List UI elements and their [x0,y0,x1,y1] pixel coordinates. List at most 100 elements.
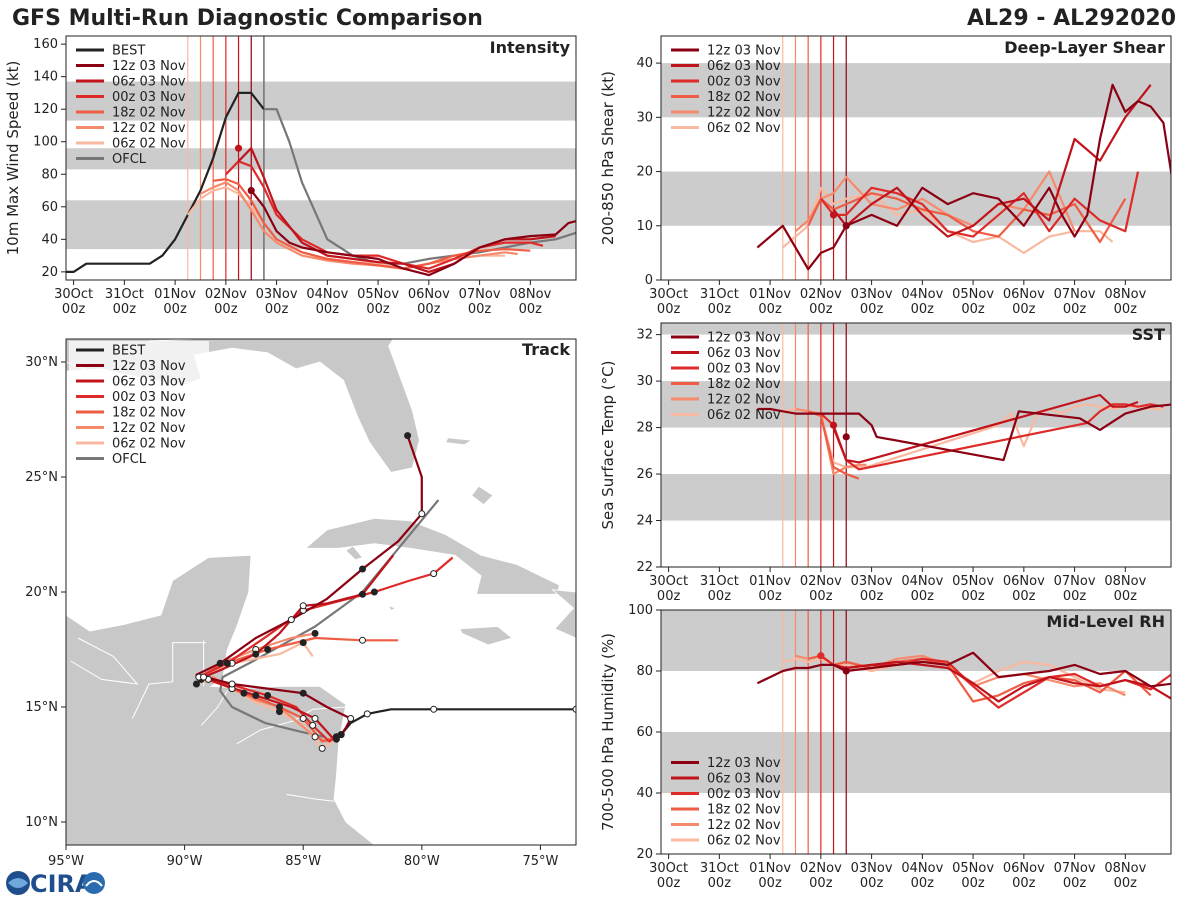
track-ytick-label: 15°N [25,700,58,715]
rh-ylabel: 700-500 hPa Humidity (%) [599,633,617,831]
track-legend-label: 06z 02 Nov [112,437,186,452]
shear-series-18z-02-Nov [807,192,1127,244]
shear-xtick-label-date: 06Nov [1003,287,1045,302]
shear-xtick-label-date: 31Oct [700,287,739,302]
intensity-xtick-label-hour: 00z [62,302,86,317]
intensity-plot-area [66,36,576,280]
track-legend-label: BEST [112,344,145,359]
cira-logo: CIRA [6,870,105,898]
sst-title: SST [1132,325,1165,344]
rh-xtick-label-hour: 00z [657,876,681,891]
sst-legend-label: 06z 02 Nov [707,408,781,423]
track-legend-label: 12z 03 Nov [112,359,186,374]
shear-legend-label: 00z 03 Nov [707,75,781,90]
sst-xtick-label-date: 05Nov [952,574,994,589]
sst-ytick-label: 22 [636,560,653,575]
track-position-marker [359,565,367,573]
sst-xtick-label-hour: 00z [809,589,833,604]
intensity-series-BEST [66,91,265,273]
intensity-xtick-label-hour: 00z [468,302,492,317]
storm-id: AL29 - AL292020 [967,6,1176,31]
intensity-xtick-label-hour: 00z [113,302,137,317]
sst-ytick-label: 32 [636,328,653,343]
sst-xtick-label-hour: 00z [911,589,935,604]
track-position-marker [347,715,355,722]
track-position-marker [332,735,340,743]
intensity-band [66,81,576,121]
sst-init-marker [829,421,838,429]
intensity-ytick-label: 100 [33,135,58,150]
track-position-marker [275,703,283,711]
rh-xtick-label-hour: 00z [961,876,985,891]
rh-legend-label: 00z 03 Nov [707,787,781,802]
sst-xtick-label-hour: 00z [961,589,985,604]
globe-swirl-icon [8,878,28,888]
sst-xtick-label-hour: 00z [1063,589,1087,604]
sst-band [661,474,1171,521]
intensity-title: Intensity [490,38,571,57]
shear-xtick-label-hour: 00z [961,302,985,317]
sst-xtick-label-date: 03Nov [851,574,893,589]
sst-xtick-label-hour: 00z [708,589,732,604]
sst-xtick-label-date: 31Oct [700,574,739,589]
sst-ytick-label: 24 [636,514,653,529]
intensity-xtick-label-hour: 00z [519,302,543,317]
track-position-marker [311,629,319,637]
track-position-marker [363,710,371,718]
shear-legend-label: 18z 02 Nov [707,90,781,105]
rh-xtick-label-date: 06Nov [1003,861,1045,876]
shear-xtick-label-hour: 00z [758,302,782,317]
intensity-ytick-label: 140 [33,70,58,85]
intensity-xtick-label-date: 03Nov [256,287,298,302]
rh-ytick-label: 80 [636,664,653,679]
track-position-marker [252,692,260,699]
intensity-series-00z-03-Nov [225,160,544,270]
intensity-panel: 2040608010012014016030Oct00z31Oct00z01No… [4,35,577,317]
intensity-legend-label: 12z 03 Nov [112,59,186,74]
track-position-marker [337,731,345,739]
intensity-xtick-label-date: 02Nov [205,287,247,302]
track-xtick-label: 75°W [522,854,558,869]
track-position-marker [359,636,367,644]
intensity-ylabel: 10m Max Wind Speed (kt) [4,61,22,256]
sst-xtick-label-date: 01Nov [749,574,791,589]
track-ytick-label: 20°N [25,585,58,600]
intensity-legend-label: 18z 02 Nov [112,106,186,121]
shear-xtick-label-date: 05Nov [952,287,994,302]
track-legend-label: 12z 02 Nov [112,421,186,436]
intensity-legend-label: 12z 02 Nov [112,121,186,136]
track-position-marker [430,705,438,713]
rh-legend-label: 06z 02 Nov [707,834,781,849]
rh-plot-area [661,610,1171,854]
shear-xtick-label-date: 01Nov [749,287,791,302]
shear-ytick-label: 0 [645,273,653,288]
track-panel: 95°W 90°W 85°W 80°W 75°W 10°N 15°N 20°N 25°N 30°N… [25,338,577,869]
track-position-marker [299,715,307,722]
land-mass [345,545,364,561]
track-position-marker [252,650,260,658]
track-position-marker [287,616,295,624]
shear-xtick-label-hour: 00z [708,302,732,317]
shear-ytick-label: 30 [636,110,653,125]
intensity-xtick-label-hour: 00z [417,302,441,317]
intensity-xtick-label-hour: 00z [316,302,340,317]
sst-xtick-label-hour: 00z [1012,589,1036,604]
sst-series-12z-03-Nov [757,403,1171,462]
shear-ytick-label: 40 [636,56,653,71]
rh-series-06z-03-Nov [833,660,1171,703]
track-position-marker [311,715,319,722]
shear-init-marker [842,222,850,230]
intensity-xtick-label-date: 04Nov [306,287,348,302]
shear-ytick-label: 20 [636,165,653,180]
rh-legend-label: 18z 02 Nov [707,803,781,818]
track-position-marker [223,659,231,667]
land-mass [304,517,560,595]
track-position-marker [418,510,426,518]
land-mass [551,589,576,639]
track-position-marker [404,432,412,440]
track-position-marker [318,744,326,752]
rh-xtick-label-hour: 00z [1063,876,1087,891]
rh-title: Mid-Level RH [1046,612,1165,631]
shear-legend-label: 12z 03 Nov [707,44,781,59]
rh-xtick-label-date: 05Nov [952,861,994,876]
